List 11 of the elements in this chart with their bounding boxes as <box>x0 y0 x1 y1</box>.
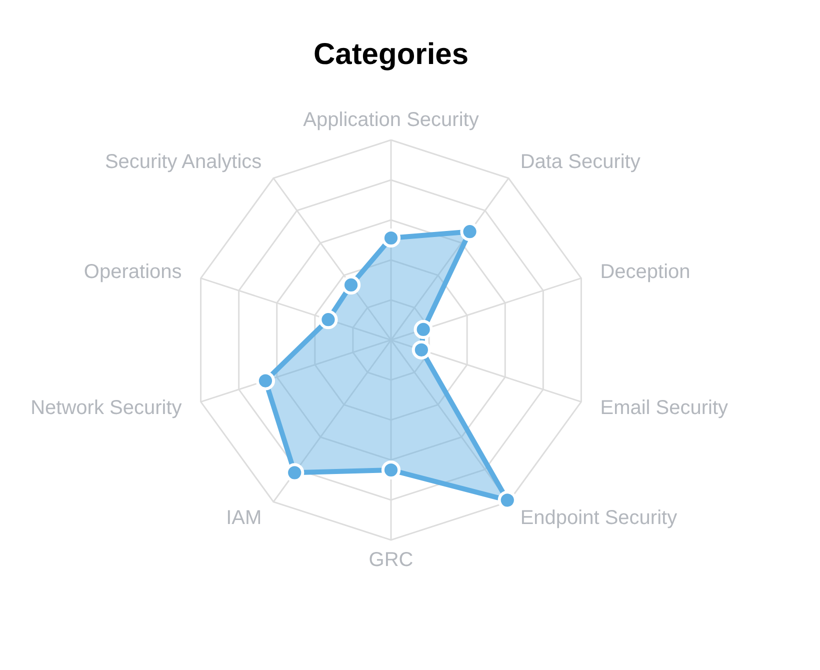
spoke-label: Endpoint Security <box>520 506 678 529</box>
spoke-label: Operations <box>84 261 182 284</box>
spoke-label: Email Security <box>600 396 728 419</box>
spoke-label: IAM <box>226 506 262 529</box>
spoke-label: Data Security <box>520 151 640 174</box>
spoke-label: Deception <box>600 261 690 284</box>
spoke-label: GRC <box>368 549 414 571</box>
spoke-label: Network Security <box>30 396 182 419</box>
spoke-label: Security Analytics <box>104 151 262 174</box>
chart-title: Categories <box>313 38 469 71</box>
spoke-label: Application Security <box>303 109 479 131</box>
